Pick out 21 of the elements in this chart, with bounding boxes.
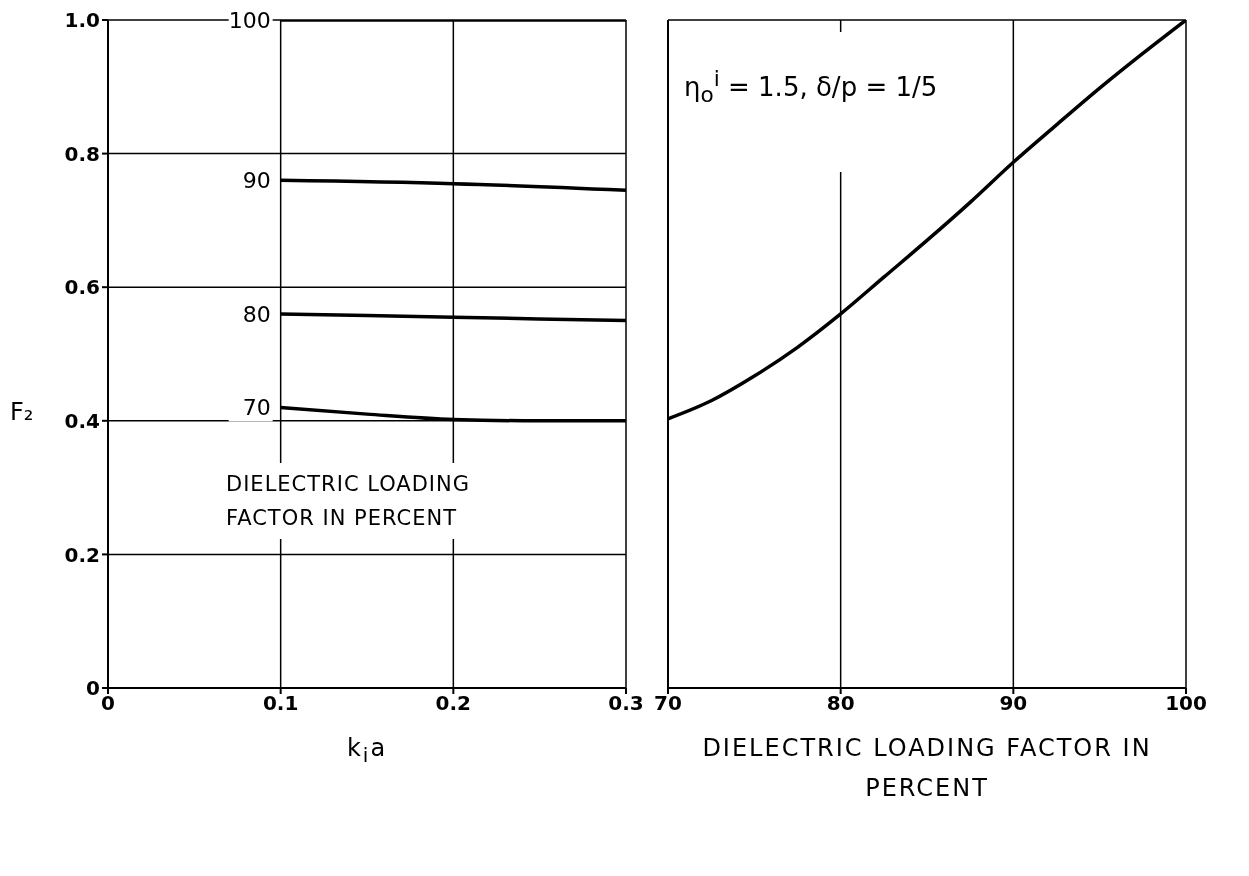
x-tick-label: 80 xyxy=(826,691,855,716)
x-axis-title: k$_{i}$a xyxy=(346,734,388,767)
y-tick-label: 0.8 xyxy=(64,141,100,166)
y-tick-label: 1.0 xyxy=(64,8,100,33)
x-tick-label: 0.1 xyxy=(262,691,299,716)
y-tick-label: 0.2 xyxy=(64,542,100,567)
annotation: η$_{o}$$^{i}$ = 1.5, δ/p = 1/5 xyxy=(684,66,938,107)
series-label: 100 xyxy=(228,8,271,33)
annotation: DIELECTRIC LOADING FACTOR IN PERCENT xyxy=(226,472,471,530)
series-label: 80 xyxy=(242,301,271,327)
x-tick-label: 0.3 xyxy=(608,691,644,716)
x-tick-label: 100 xyxy=(1165,691,1207,716)
series-label: 70 xyxy=(242,395,271,421)
x-tick-label: 70 xyxy=(654,691,682,716)
y-tick-label: 0.6 xyxy=(64,275,100,300)
y-axis-title: F₂ xyxy=(10,398,34,426)
x-tick-label: 90 xyxy=(999,691,1028,716)
x-axis-title: DIELECTRIC LOADING FACTOR IN PERCENT xyxy=(702,734,1152,802)
x-tick-label: 0.2 xyxy=(435,691,472,716)
series-label: 90 xyxy=(242,168,271,194)
y-tick-label: 0.4 xyxy=(64,408,100,433)
